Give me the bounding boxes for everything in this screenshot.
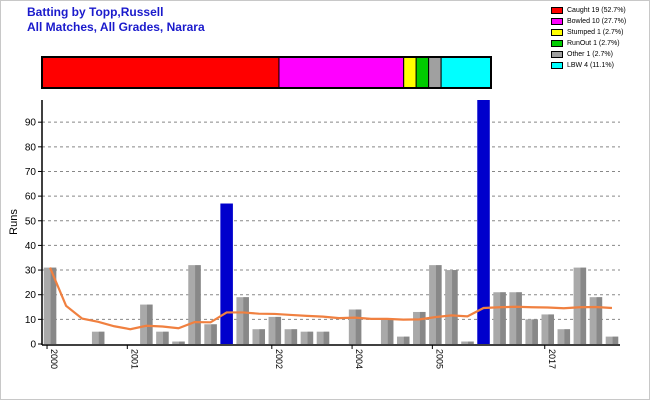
y-tick-label: 40 [25,241,37,252]
legend-label: RunOut 1 (2.7%) [567,40,620,47]
bar-shade [500,292,506,344]
legend-label: Caught 19 (52.7%) [567,7,626,14]
y-tick-label: 30 [25,266,37,277]
bar-shade [323,331,330,344]
x-tick-label: 2017 [547,349,557,369]
bar-shade [403,336,410,344]
legend-item: LBW 4 (11.1%) [551,60,626,71]
legend-item: Other 1 (2.7%) [551,49,626,60]
x-tick-label: 2004 [354,349,364,369]
bar-not-out [477,100,490,344]
y-tick-label: 50 [25,216,37,227]
y-tick-label: 60 [25,192,37,203]
bar-shade [564,329,571,344]
dismissal-segment [403,56,417,89]
bar-shade [355,309,362,344]
bar-shade [146,304,153,344]
dismissal-segment [440,56,492,89]
chart-subtitle: All Matches, All Grades, Narara [27,20,205,34]
dismissal-segment [278,56,405,89]
dismissal-segment [415,56,430,89]
legend-item: Caught 19 (52.7%) [551,5,626,16]
y-tick-label: 20 [25,290,37,301]
x-tick-label: 2005 [434,349,444,369]
y-axis-label: Runs [8,209,20,235]
bar-shade [291,329,298,344]
legend-label: Other 1 (2.7%) [567,51,613,58]
bar-shade [195,265,201,344]
legend-label: LBW 4 (11.1%) [567,62,614,69]
legend-label: Bowled 10 (27.7%) [567,18,627,25]
bar-shade [516,292,522,344]
bar-shade [532,319,538,344]
bar-shade [612,336,619,344]
x-tick-label: 2002 [274,349,284,369]
bar-shade [419,311,426,344]
x-tick-label: 2000 [49,349,59,369]
bar-shade [452,270,458,344]
dismissal-bar-outline [41,56,492,89]
dismissal-segment [428,56,442,89]
bar-shade [243,297,249,344]
y-tick-label: 10 [25,315,37,326]
bar-shade [179,341,185,344]
bar-shade [387,319,394,344]
bar-shade [275,316,282,344]
x-tick-label: 2001 [129,349,139,369]
legend-swatch [551,18,563,25]
bar-shade [211,324,217,344]
bar-shade [580,267,587,344]
bar-shade [50,267,57,344]
legend-swatch [551,40,563,47]
bar [605,336,619,344]
legend-item: Bowled 10 (27.7%) [551,16,626,27]
bar [461,341,474,344]
bar [396,336,410,344]
bar-shade [98,331,105,344]
bar-shade [468,341,474,344]
chart-title: Batting by Topp,Russell [27,5,164,19]
y-tick-label: 0 [30,340,36,351]
bar-shade [548,314,555,344]
y-tick-label: 80 [25,142,37,153]
y-tick-label: 70 [25,167,37,178]
legend-swatch [551,29,563,36]
bar-shade [596,297,603,344]
bar-not-out [220,203,233,344]
bar-shade [307,331,314,344]
legend-swatch [551,7,563,14]
dismissal-segment [41,56,280,89]
legend-swatch [551,62,563,69]
average-line [49,267,613,331]
legend: Caught 19 (52.7%) Bowled 10 (27.7%) Stum… [551,5,626,71]
bar-shade [163,331,169,344]
y-tick-label: 90 [25,118,37,129]
legend-swatch [551,51,563,58]
legend-label: Stumped 1 (2.7%) [567,29,624,36]
bar-shade [259,329,266,344]
legend-item: Stumped 1 (2.7%) [551,27,626,38]
bar [172,341,185,344]
legend-item: RunOut 1 (2.7%) [551,38,626,49]
bar-shade [435,265,442,344]
